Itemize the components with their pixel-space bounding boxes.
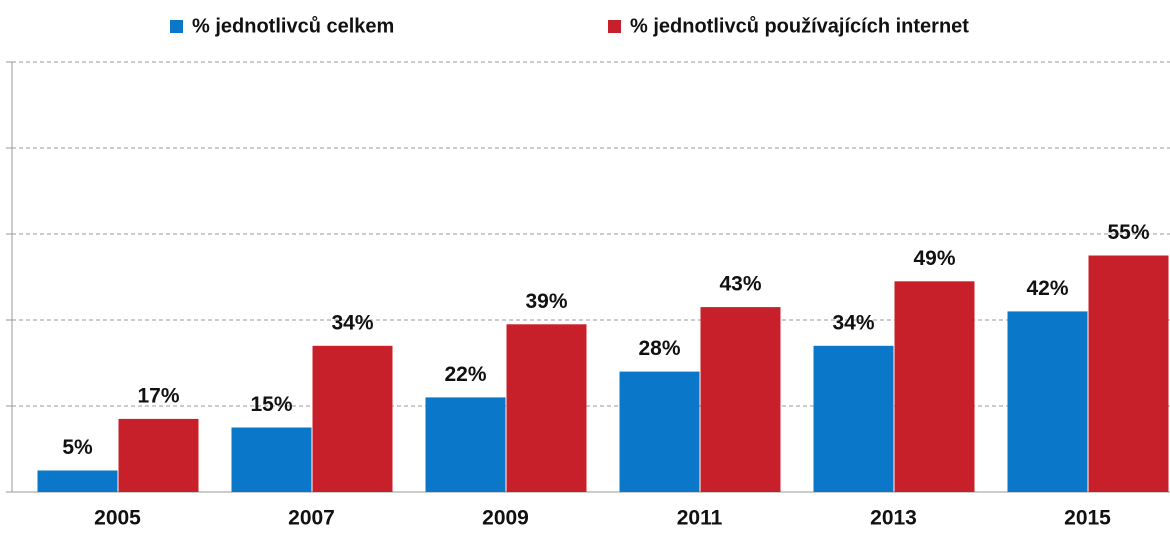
data-label: 49% — [913, 247, 955, 270]
data-label: 22% — [444, 363, 486, 386]
data-label: 43% — [719, 273, 761, 296]
bar — [506, 324, 587, 492]
data-label: 15% — [250, 393, 292, 416]
legend-swatch — [608, 20, 621, 33]
data-label: 55% — [1107, 221, 1149, 244]
bar — [37, 470, 118, 492]
bar — [894, 281, 975, 492]
data-label: 5% — [62, 436, 93, 459]
bar — [231, 427, 312, 492]
x-tick-label: 2015 — [1064, 507, 1111, 530]
bar — [813, 345, 894, 492]
x-tick-label: 2007 — [288, 507, 335, 530]
data-label: 34% — [832, 311, 874, 334]
legend-swatch — [170, 20, 183, 33]
legend-label: % jednotlivců používajících internet — [630, 15, 969, 37]
bar — [118, 418, 199, 492]
data-label: 34% — [331, 311, 373, 334]
x-tick-label: 2009 — [482, 507, 529, 530]
data-label: 42% — [1026, 277, 1068, 300]
bar — [619, 371, 700, 492]
bar — [425, 397, 506, 492]
x-tick-label: 2005 — [94, 507, 141, 530]
legend-label: % jednotlivců celkem — [192, 15, 394, 37]
data-label: 28% — [638, 337, 680, 360]
x-tick-label: 2011 — [677, 507, 723, 530]
bar — [700, 307, 781, 492]
bar — [1088, 255, 1169, 492]
bar — [1007, 311, 1088, 492]
x-tick-label: 2013 — [870, 507, 917, 530]
data-label: 39% — [525, 290, 567, 313]
data-label: 17% — [137, 384, 179, 407]
bar — [312, 345, 393, 492]
